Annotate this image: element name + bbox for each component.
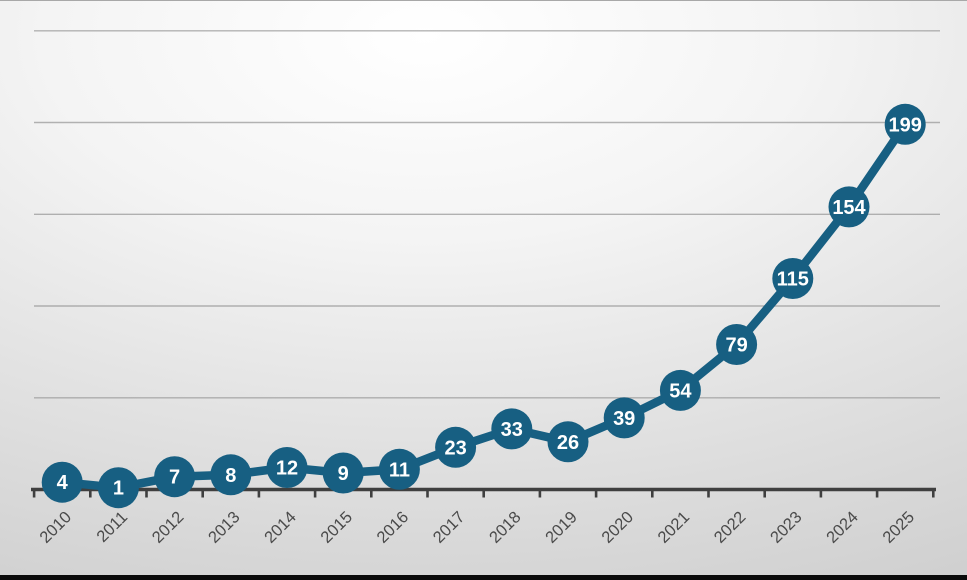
data-label: 4 (57, 472, 69, 494)
data-label: 39 (613, 408, 635, 430)
data-marker (378, 448, 420, 490)
x-tick-label: 2017 (430, 508, 469, 547)
data-marker (603, 397, 645, 439)
x-tick-label: 2013 (205, 508, 244, 547)
data-marker (884, 103, 926, 145)
data-marker (659, 369, 701, 411)
data-label: 54 (669, 380, 692, 402)
data-marker (716, 324, 758, 365)
x-tick-label: 2015 (317, 508, 356, 547)
data-label: 199 (889, 114, 922, 136)
x-tick-label: 2020 (598, 508, 637, 547)
data-label: 115 (777, 269, 809, 291)
x-tick-label: 2024 (823, 508, 862, 547)
x-tick-label: 2014 (261, 508, 300, 547)
data-marker (41, 461, 83, 503)
data-marker (772, 258, 814, 299)
x-tick-label: 2010 (36, 508, 75, 547)
data-marker (491, 408, 533, 450)
data-marker (828, 186, 870, 228)
data-label: 33 (501, 419, 523, 441)
x-tick-label: 2019 (542, 508, 581, 547)
x-tick-label: 2016 (374, 508, 413, 547)
data-label: 79 (725, 335, 747, 357)
x-tick-label: 2025 (879, 508, 918, 547)
data-marker (97, 467, 139, 509)
data-marker (210, 454, 252, 496)
data-marker (154, 456, 196, 498)
x-tick-label: 2018 (486, 508, 525, 547)
data-label: 7 (169, 467, 180, 489)
x-tick-label: 2023 (767, 508, 806, 547)
data-label: 154 (832, 197, 866, 219)
line-series (57, 120, 910, 492)
x-tick-label: 2021 (655, 508, 694, 547)
bottom-border (0, 575, 967, 580)
data-label: 12 (276, 458, 298, 480)
data-label: 23 (444, 437, 466, 459)
data-marker (266, 447, 308, 488)
data-label: 1 (113, 478, 124, 500)
data-marker (322, 452, 364, 494)
data-marker (547, 421, 589, 463)
data-label: 8 (225, 465, 236, 487)
x-tick-label: 2011 (93, 508, 131, 546)
data-marker (435, 426, 477, 468)
data-label: 26 (557, 432, 579, 454)
data-label: 9 (338, 463, 349, 485)
x-tick-label: 2012 (149, 508, 188, 547)
x-tick-label: 2022 (711, 508, 750, 547)
data-label: 11 (389, 459, 410, 481)
